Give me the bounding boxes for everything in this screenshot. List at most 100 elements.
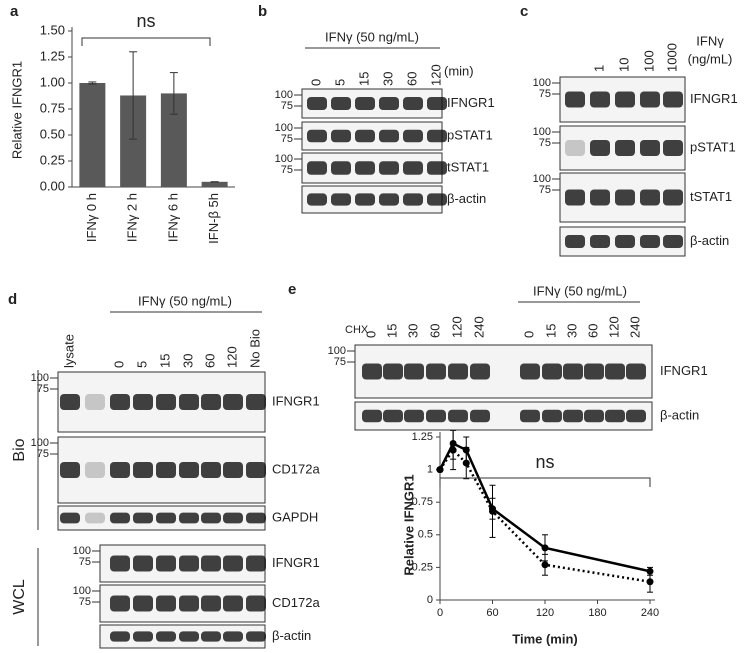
mw-marker: 100 — [31, 372, 49, 384]
lane-label: 5 — [332, 79, 347, 86]
treatment: IFNγ (50 ng/mL) — [138, 293, 232, 308]
y-axis-label: Relative IFNGR1 — [401, 474, 416, 575]
panel-label: b — [258, 3, 267, 20]
band — [403, 193, 423, 206]
band — [223, 394, 243, 410]
y-tick-label: 1 — [427, 464, 433, 476]
band — [246, 462, 266, 478]
band — [156, 462, 176, 478]
lane-label: 0 — [363, 331, 378, 338]
y-tick-label: 0.25 — [412, 561, 433, 573]
band — [60, 394, 80, 410]
mw-marker: 100 — [533, 173, 551, 185]
x-tick-label: IFNγ 0 h — [84, 193, 99, 242]
mw-marker: 100 — [73, 545, 91, 557]
lane-label: 0 — [308, 79, 323, 86]
band — [110, 631, 130, 642]
band — [223, 462, 243, 478]
band — [427, 193, 447, 206]
lane-label: 10 — [616, 58, 631, 72]
band — [223, 631, 243, 642]
band — [201, 555, 221, 572]
lane-label: 30 — [180, 354, 195, 368]
band — [379, 193, 399, 206]
band — [448, 363, 468, 380]
row-label: β-actin — [272, 628, 311, 643]
band — [60, 462, 80, 478]
y-tick-label: 1.25 — [412, 431, 433, 443]
band — [427, 96, 447, 111]
band — [542, 363, 562, 380]
lane-label: 0 — [521, 331, 536, 338]
band — [379, 96, 399, 111]
lane-label: 5 — [134, 361, 149, 368]
band — [663, 234, 683, 249]
band — [331, 129, 351, 143]
band — [110, 512, 130, 524]
band — [383, 363, 403, 380]
row-label: β-actin — [690, 233, 729, 248]
band — [590, 140, 610, 156]
band — [355, 193, 375, 206]
panel-label: a — [10, 3, 19, 20]
y-tick-label: 1.50 — [40, 22, 65, 37]
lane-label: 60 — [427, 324, 442, 338]
mw-marker: 100 — [533, 77, 551, 89]
band — [520, 409, 540, 423]
band — [156, 555, 176, 572]
band — [133, 512, 153, 524]
band — [615, 140, 635, 156]
band — [355, 96, 375, 111]
lane-label: 120 — [606, 316, 621, 338]
treatment: (ng/mL) — [688, 51, 733, 66]
band — [640, 140, 660, 156]
mw-marker: 75 — [334, 356, 346, 368]
lane-label: 30 — [380, 72, 395, 86]
panel-label: c — [520, 3, 528, 20]
band — [563, 363, 583, 380]
band — [426, 409, 446, 423]
lane-label: 60 — [585, 324, 600, 338]
lane-label: 60 — [202, 354, 217, 368]
band — [201, 394, 221, 410]
band — [542, 409, 562, 423]
band — [307, 193, 327, 206]
band — [403, 161, 423, 175]
bar — [79, 83, 106, 187]
y-tick-label: 0.00 — [40, 178, 65, 193]
row-label: CD172a — [272, 595, 320, 610]
mw-marker: 100 — [328, 345, 346, 357]
band — [663, 91, 683, 108]
row-label: IFNGR1 — [690, 91, 738, 106]
band — [565, 234, 585, 249]
lane-label: 1000 — [664, 43, 679, 72]
bar — [201, 181, 228, 187]
band — [156, 394, 176, 410]
band — [403, 96, 423, 111]
condition: CHX — [345, 324, 369, 336]
mw-marker: 100 — [533, 126, 551, 138]
band — [362, 409, 382, 423]
section-label: WCL — [11, 579, 28, 615]
band — [663, 189, 683, 206]
mw-marker: 75 — [539, 184, 551, 196]
band — [331, 161, 351, 175]
band — [156, 595, 176, 612]
band — [133, 631, 153, 642]
band — [355, 129, 375, 143]
mw-marker: 100 — [31, 437, 49, 449]
band — [110, 555, 130, 572]
band — [379, 161, 399, 175]
band — [307, 129, 327, 143]
band — [246, 394, 266, 410]
band — [179, 595, 199, 612]
row-label: IFNGR1 — [272, 555, 320, 570]
mw-marker: 75 — [539, 137, 551, 149]
band — [615, 91, 635, 108]
row-label: pSTAT1 — [690, 139, 736, 154]
band — [448, 409, 468, 423]
band — [470, 363, 490, 380]
lane-label: 15 — [543, 324, 558, 338]
band — [60, 512, 80, 524]
